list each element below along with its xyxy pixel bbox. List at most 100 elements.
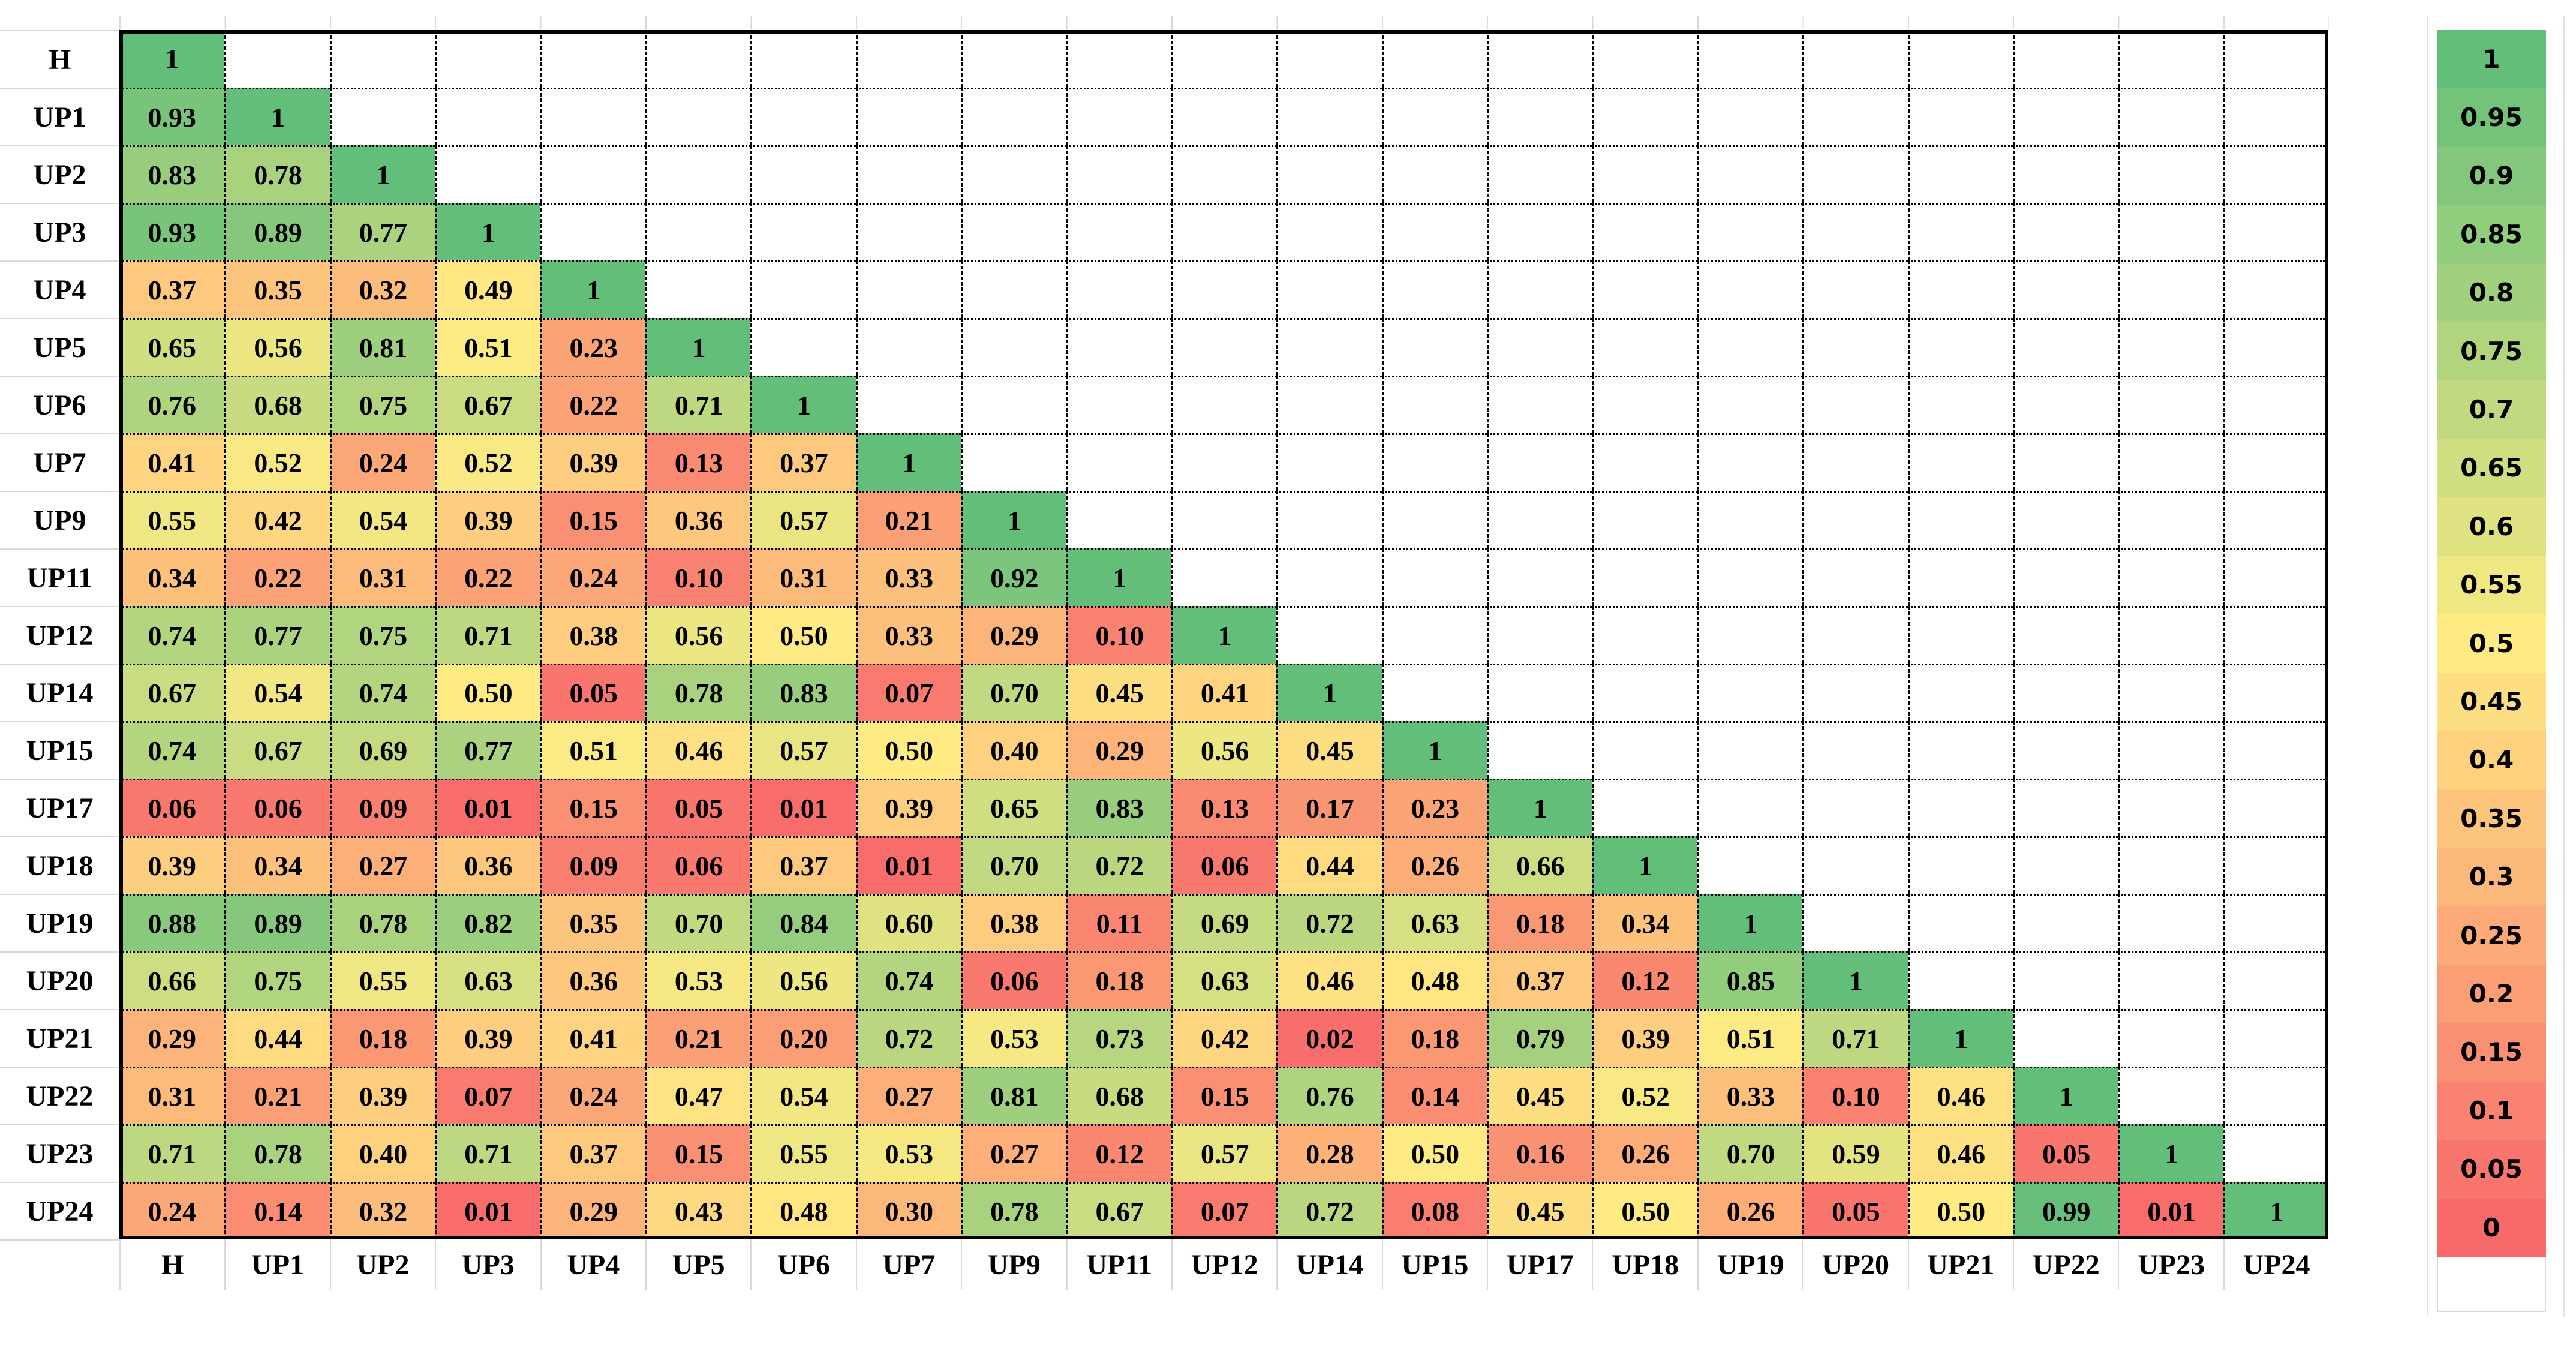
matrix-cell: 0.26: [1697, 1182, 1803, 1239]
matrix-cell-empty: [1802, 433, 1908, 491]
matrix-cell-empty: [1066, 376, 1171, 433]
matrix-cell: 0.45: [1487, 1067, 1592, 1124]
matrix-cell: 0.06: [224, 779, 330, 836]
matrix-cell-empty: [1697, 260, 1803, 318]
legend-cell: 0: [2437, 1198, 2546, 1257]
legend-cell: 0.55: [2437, 556, 2546, 614]
matrix-cell-empty: [2223, 779, 2329, 836]
matrix-cell-empty: [2118, 1009, 2223, 1067]
matrix-cell: 0.71: [645, 376, 751, 433]
matrix-cell: 0.37: [750, 433, 856, 491]
matrix-cell: 1: [1171, 606, 1277, 664]
matrix-cell-empty: [961, 88, 1066, 145]
matrix-cell-empty: [750, 318, 856, 376]
matrix-cell-empty: [2118, 721, 2223, 779]
matrix-cell: 0.01: [855, 836, 961, 894]
matrix-cell-empty: [2223, 894, 2329, 951]
matrix-cell-empty: [855, 145, 961, 203]
matrix-cell: 0.37: [540, 1124, 645, 1182]
matrix-cell: 0.35: [224, 260, 330, 318]
matrix-cell: 0.39: [1592, 1009, 1697, 1067]
matrix-cell-empty: [1066, 433, 1171, 491]
matrix-cell-empty: [1802, 779, 1908, 836]
matrix-cell-empty: [2013, 376, 2118, 433]
matrix-cell-empty: [1697, 491, 1803, 548]
matrix-cell-empty: [1907, 548, 2013, 606]
matrix-cell-empty: [1697, 836, 1803, 894]
matrix-cell-empty: [1907, 88, 2013, 145]
matrix-cell-empty: [1697, 145, 1803, 203]
matrix-cell: 0.76: [119, 376, 225, 433]
matrix-cell-empty: [2223, 664, 2329, 721]
matrix-cell: 1: [1276, 664, 1382, 721]
matrix-cell-empty: [1697, 203, 1803, 260]
matrix-cell: 0.02: [1276, 1009, 1382, 1067]
row-label: UP19: [0, 894, 119, 951]
matrix-cell: 0.43: [645, 1182, 751, 1239]
matrix-cell-empty: [1802, 606, 1908, 664]
matrix-cell: 0.39: [540, 433, 645, 491]
matrix-cell-empty: [1907, 894, 2013, 951]
matrix-cell-empty: [1066, 203, 1171, 260]
matrix-cell-empty: [2013, 548, 2118, 606]
matrix-cell: 0.63: [435, 951, 540, 1009]
matrix-cell-empty: [1487, 318, 1592, 376]
matrix-cell: 1: [1907, 1009, 2013, 1067]
column-label: UP18: [1592, 1239, 1697, 1290]
matrix-cell-empty: [1697, 664, 1803, 721]
legend-cell: 0.6: [2437, 497, 2546, 556]
matrix-cell: 0.22: [435, 548, 540, 606]
matrix-cell: 0.55: [329, 951, 435, 1009]
legend-cell: 1: [2437, 30, 2546, 89]
matrix-cell: 0.08: [1381, 1182, 1487, 1239]
column-label: UP24: [2223, 1239, 2328, 1290]
matrix-cell: 0.28: [1276, 1124, 1382, 1182]
matrix-cell: 0.59: [1802, 1124, 1908, 1182]
matrix-cell: 0.05: [645, 779, 751, 836]
matrix-cell: 1: [1381, 721, 1487, 779]
matrix-cell-empty: [1697, 88, 1803, 145]
matrix-cell-empty: [750, 30, 855, 88]
legend-cell: 0.95: [2437, 88, 2546, 147]
matrix-cell: 0.47: [645, 1067, 751, 1124]
matrix-cell-empty: [2013, 721, 2118, 779]
matrix-cell: 0.14: [224, 1182, 330, 1239]
matrix-cell-empty: [2223, 30, 2328, 88]
matrix-cell-empty: [329, 88, 435, 145]
matrix-cell-empty: [1381, 30, 1487, 88]
matrix-cell-empty: [2223, 951, 2329, 1009]
matrix-cell: 0.39: [119, 836, 225, 894]
matrix-cell-empty: [1802, 491, 1908, 548]
matrix-cell-empty: [1907, 664, 2013, 721]
matrix-cell-empty: [1697, 721, 1803, 779]
matrix-cell: 0.52: [224, 433, 330, 491]
matrix-cell-empty: [961, 30, 1066, 88]
matrix-cell-empty: [2223, 721, 2329, 779]
matrix-cell: 0.26: [1592, 1124, 1697, 1182]
matrix-cell-empty: [2118, 260, 2223, 318]
matrix-cell-empty: [1381, 491, 1487, 548]
matrix-cell-empty: [1066, 30, 1171, 88]
matrix-cell-empty: [1276, 145, 1382, 203]
matrix-cell: 0.39: [435, 491, 540, 548]
matrix-cell-empty: [2118, 779, 2223, 836]
matrix-cell-empty: [1381, 433, 1487, 491]
legend-cell: 0.8: [2437, 263, 2546, 322]
matrix-cell-empty: [1276, 433, 1382, 491]
matrix-cell: 0.77: [224, 606, 330, 664]
matrix-cell: 0.84: [750, 894, 856, 951]
matrix-cell-empty: [645, 260, 751, 318]
matrix-cell-empty: [2013, 260, 2118, 318]
matrix-cell: 0.34: [224, 836, 330, 894]
matrix-cell-empty: [1381, 145, 1487, 203]
matrix-cell: 0.37: [750, 836, 856, 894]
matrix-cell-empty: [961, 203, 1066, 260]
column-label: UP15: [1381, 1239, 1487, 1290]
matrix-cell: 0.54: [329, 491, 435, 548]
matrix-cell-empty: [2118, 433, 2223, 491]
matrix-cell: 0.72: [1066, 836, 1171, 894]
matrix-cell: 0.33: [855, 606, 961, 664]
legend-cell: 0.15: [2437, 1023, 2546, 1082]
matrix-cell: 0.05: [540, 664, 645, 721]
matrix-cell-empty: [2223, 491, 2329, 548]
